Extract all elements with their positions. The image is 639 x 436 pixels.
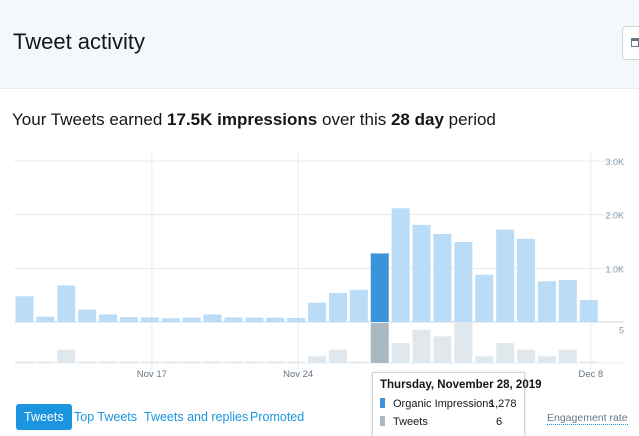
impressions-bar <box>78 309 97 322</box>
impressions-bar <box>391 208 410 322</box>
tweets-bar <box>308 356 327 363</box>
tab-tweets-and-replies[interactable]: Tweets and replies <box>144 410 249 424</box>
chart-tooltip: Thursday, November 28, 2019 Organic Impr… <box>372 372 542 436</box>
impressions-bar <box>349 289 368 322</box>
tooltip-impressions-label: Organic Impressions <box>393 398 494 410</box>
tweets-bar <box>266 361 285 363</box>
impressions-bar <box>36 316 55 322</box>
summary-prefix: Your Tweets earned <box>12 110 168 129</box>
x-tick-label: Nov 17 <box>137 369 167 380</box>
impressions-bar <box>224 317 243 322</box>
y-tick-label: 2.0K <box>605 211 624 221</box>
tooltip-tweets-value: 6 <box>496 416 503 428</box>
tweets-bar <box>161 361 180 363</box>
impressions-bar <box>161 318 180 322</box>
summary-suffix: period <box>443 110 496 129</box>
impressions-bar <box>140 317 159 322</box>
tweets-bar <box>99 361 118 363</box>
x-tick-label: Nov 24 <box>283 369 313 380</box>
tweets-bar <box>36 361 55 363</box>
impressions-summary: Your Tweets earned 17.5K impressions ove… <box>12 110 496 130</box>
tweets-bar <box>224 361 243 363</box>
tooltip-date: Thursday, November 28, 2019 <box>380 379 542 391</box>
impressions-bar <box>412 224 431 322</box>
y-tick-label: 1.0K <box>605 264 624 274</box>
tweets-bar <box>15 361 34 363</box>
tweets-bar <box>579 361 598 363</box>
tweets-bar <box>537 356 556 363</box>
impressions-bar <box>245 317 264 322</box>
impressions-bar <box>57 285 76 322</box>
tweets-bar <box>391 343 410 363</box>
impressions-swatch <box>380 398 385 408</box>
impressions-bar <box>496 229 515 322</box>
tweets-bar <box>558 349 577 363</box>
tweets-bar <box>475 356 494 363</box>
impressions-bar <box>475 274 494 322</box>
tooltip-tweets-row: Tweets <box>380 416 428 428</box>
tooltip-tweets-label: Tweets <box>393 416 428 428</box>
tweets-bar <box>78 361 97 363</box>
date-range-button[interactable] <box>622 26 639 60</box>
tweets-bar <box>57 349 76 363</box>
impressions-bar <box>308 302 327 322</box>
impressions-bar <box>454 242 473 322</box>
engagement-rate-link[interactable]: Engagement rate <box>547 412 628 425</box>
impressions-bar <box>99 314 118 322</box>
impressions-bar <box>203 314 222 322</box>
tweets-bar <box>433 336 452 363</box>
tab-top-tweets[interactable]: Top Tweets <box>74 410 138 424</box>
impressions-bar <box>182 317 201 322</box>
impressions-bar <box>266 317 285 322</box>
summary-period: 28 day <box>390 110 444 129</box>
impressions-bar-selected <box>370 253 389 322</box>
tweets-y-tick-label: 5 <box>619 326 624 336</box>
impressions-bar <box>579 299 598 322</box>
tab-promoted[interactable]: Promoted <box>250 410 305 424</box>
tooltip-impressions-value: 1,278 <box>489 398 517 410</box>
impressions-bar <box>433 233 452 322</box>
tooltip-impressions-row: Organic Impressions <box>380 398 494 410</box>
impressions-bar <box>537 281 556 322</box>
impressions-bar <box>517 238 536 322</box>
tweets-bar <box>287 361 306 363</box>
impressions-bar <box>328 293 347 322</box>
impressions-bar <box>558 280 577 322</box>
impressions-bar <box>287 317 306 322</box>
tweets-bar <box>517 349 536 363</box>
page-title: Tweet activity <box>13 29 146 54</box>
y-tick-label: 3.0K <box>605 157 624 167</box>
tweets-swatch <box>380 416 385 426</box>
tweets-bar <box>454 323 473 363</box>
impressions-bar <box>15 296 34 322</box>
tweets-bar <box>349 361 368 363</box>
tweets-bar <box>245 361 264 363</box>
tweets-bar <box>496 343 515 363</box>
calendar-icon <box>631 38 639 47</box>
tweets-bar <box>119 361 138 363</box>
tweets-bar <box>412 329 431 363</box>
tweets-bar <box>203 361 222 363</box>
tweets-bar-selected <box>370 323 389 363</box>
impressions-bar <box>119 317 138 322</box>
summary-impressions: 17.5K impressions <box>167 110 318 129</box>
impressions-chart: 1.0K 2.0K 3.0K 5 Nov 17 Nov 24 Dec 8 <box>14 153 624 380</box>
page-header: Tweet activity <box>0 0 639 89</box>
summary-middle: over this <box>317 110 391 129</box>
tweets-bar <box>328 349 347 363</box>
tweets-bar <box>140 361 159 363</box>
tweets-bar <box>182 361 201 363</box>
x-tick-label: Dec 8 <box>578 369 603 380</box>
tab-tweets[interactable]: Tweets <box>16 404 72 430</box>
